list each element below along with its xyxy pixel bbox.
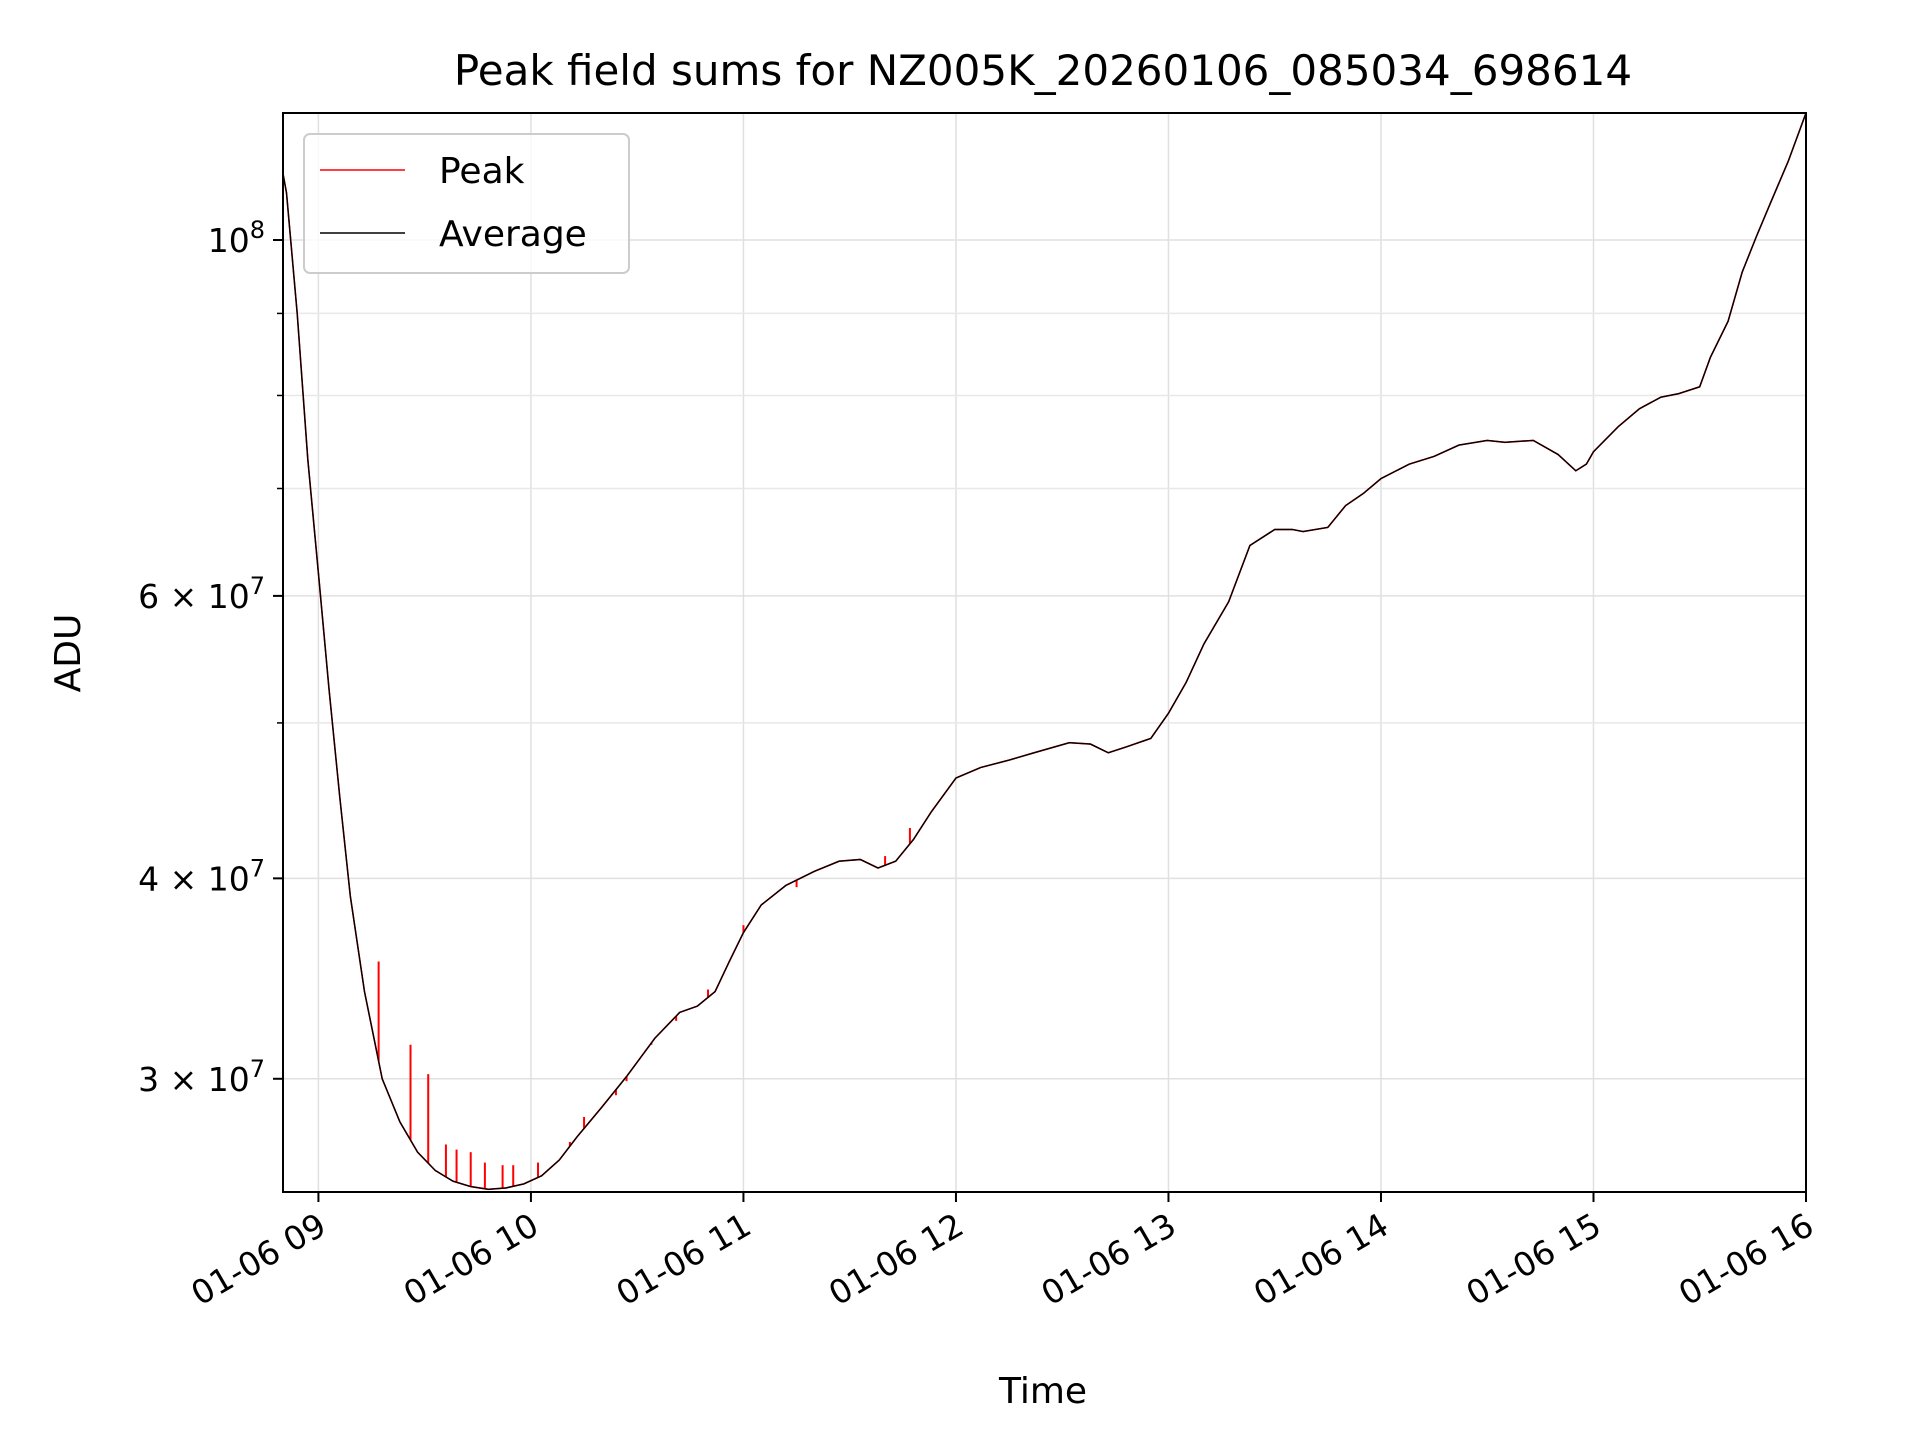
y-tick-label: 108 bbox=[208, 216, 265, 260]
legend-average-label: Average bbox=[439, 214, 587, 255]
x-axis-label: Time bbox=[998, 1371, 1087, 1412]
plot-series bbox=[283, 113, 1806, 1191]
legend-peak-label: Peak bbox=[439, 151, 525, 192]
chart-title: Peak field sums for NZ005K_20260106_0850… bbox=[454, 46, 1632, 95]
legend-box bbox=[303, 133, 630, 274]
y-tick-label: 3 × 107 bbox=[138, 1055, 265, 1099]
y-axis: 3 × 107 4 × 107 6 × 107 108 bbox=[138, 216, 283, 1099]
average-series bbox=[283, 113, 1806, 1191]
plot-frame bbox=[282, 112, 1807, 1193]
y-tick-label: 6 × 107 bbox=[138, 572, 265, 616]
average-series-line bbox=[283, 113, 1806, 1191]
y-tick-label: 4 × 107 bbox=[138, 854, 265, 898]
legend: Peak Average bbox=[303, 133, 630, 274]
y-axis-label: ADU bbox=[48, 614, 89, 693]
